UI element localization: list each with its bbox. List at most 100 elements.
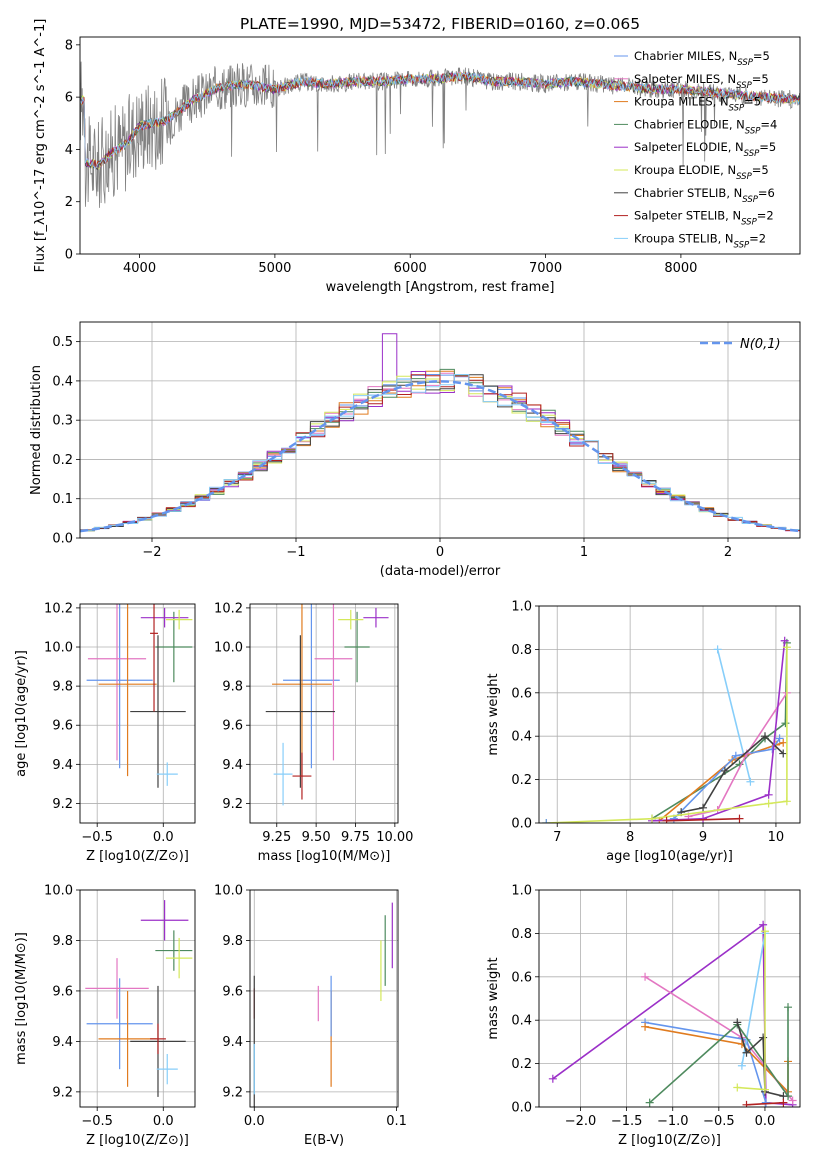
errorbar-point xyxy=(344,611,370,683)
x-tick-label: 2 xyxy=(724,545,732,560)
x-axis-label: E(B-V) xyxy=(304,1133,344,1148)
y-axis-label: mass weight xyxy=(486,673,501,755)
x-axis-label: Z [log10(Z/Z⊙)] xyxy=(86,849,189,864)
weight-marker xyxy=(760,1085,769,1094)
weight-marker xyxy=(746,777,755,786)
weight-marker xyxy=(759,920,768,929)
y-tick-label: 9.6 xyxy=(222,984,243,999)
y-tick-label: 0.0 xyxy=(511,817,532,832)
weight-marker xyxy=(779,749,788,758)
y-axis-label: age [log10(age/yr)] xyxy=(14,650,29,777)
x-tick-label: −1.5 xyxy=(611,1114,643,1129)
y-tick-label: 4 xyxy=(65,143,73,158)
y-tick-label: 0.8 xyxy=(511,927,532,942)
weight-marker xyxy=(768,745,777,754)
errorbar-point xyxy=(265,635,336,788)
y-tick-label: 10.0 xyxy=(214,884,243,899)
plot-area xyxy=(80,61,800,208)
weight-marker xyxy=(779,1098,788,1107)
x-tick-label: −0.5 xyxy=(81,1114,113,1129)
weight-series xyxy=(648,636,789,823)
x-tick-label: −1 xyxy=(286,545,305,560)
x-tick-label: 0.0 xyxy=(153,1114,174,1129)
weight-marker xyxy=(775,734,784,743)
y-axis-label: mass [log10(M/M⊙)] xyxy=(14,932,29,1065)
weight-marker xyxy=(720,766,729,775)
x-tick-label: 0.0 xyxy=(755,1114,776,1129)
weight-marker xyxy=(548,1074,557,1083)
weight-series xyxy=(641,1022,793,1096)
weight-series xyxy=(742,1098,788,1107)
y-tick-label: 0.5 xyxy=(52,335,73,350)
y-tick-label: 1.0 xyxy=(511,600,532,615)
axes-frame xyxy=(79,889,196,1108)
y-tick-label: 0.2 xyxy=(52,453,73,468)
y-tick-label: 0.3 xyxy=(52,414,73,429)
errorbar-point xyxy=(130,635,186,788)
plot-area xyxy=(80,333,800,533)
panel-residuals: −2 −1 0 1 2 0.0 0.1 0.2 0.3 0.4 0.5 (data-model)/er… xyxy=(29,321,801,579)
y-tick-label: 0 xyxy=(65,248,73,263)
errorbar-point xyxy=(87,604,147,761)
figure-title: PLATE=1990, MJD=53472, FIBERID=0160, z=0… xyxy=(240,15,640,33)
y-tick-label: 2 xyxy=(65,195,73,210)
y-axis-label: Normed distribution xyxy=(29,365,44,495)
weight-marker xyxy=(733,1083,742,1092)
weight-marker xyxy=(780,636,789,645)
errorbar-point xyxy=(292,752,312,800)
y-tick-label: 0.4 xyxy=(52,374,73,389)
spectrum-model-line xyxy=(80,71,800,169)
weight-marker xyxy=(648,814,657,823)
legend-label: Chabrier ELODIE, NSSP=4 xyxy=(634,117,777,136)
weight-marker xyxy=(784,1003,793,1012)
weight-series xyxy=(669,734,784,823)
y-tick-label: 9.4 xyxy=(222,758,243,773)
y-tick-label: 9.4 xyxy=(52,1035,73,1050)
panel-weight_vs_Z: −2.0 −1.5 −1.0 −0.5 0.0 0.0 0.2 0.4 0.6 0.8 1.0 Z [… xyxy=(486,884,801,1148)
axes-frame xyxy=(538,889,801,1108)
y-tick-label: 0.2 xyxy=(511,773,532,788)
y-tick-label: 1.0 xyxy=(511,884,532,899)
errorbar-point xyxy=(338,609,364,630)
panel-mass_vs_Z: −0.5 0.0 9.2 9.4 9.6 9.8 10.0 Z [log10(Z/Z⊙)] ma… xyxy=(14,884,196,1148)
y-tick-label: 9.2 xyxy=(222,1085,243,1100)
legend-label: Kroupa MILES, NSSP=5 xyxy=(634,95,761,114)
plot-area xyxy=(542,636,791,823)
x-tick-label: 7 xyxy=(553,830,561,845)
x-tick-label: 0.1 xyxy=(386,1114,407,1129)
x-axis-label: Z [log10(Z/Z⊙)] xyxy=(618,1133,721,1148)
weight-marker xyxy=(782,797,791,806)
panel-mass_vs_ebv: 0.0 0.1 9.2 9.4 9.6 9.8 10.0 E(B-V) xyxy=(214,884,407,1149)
axes-frame xyxy=(538,605,801,824)
weight-marker xyxy=(699,814,708,823)
weight-line xyxy=(644,1025,789,1094)
weight-line xyxy=(716,649,752,782)
legend-label: Salpeter MILES, NSSP=5 xyxy=(634,72,769,91)
weight-marker xyxy=(742,1048,751,1057)
errorbar-point xyxy=(363,607,389,628)
weight-line xyxy=(673,737,781,820)
x-tick-label: 9.25 xyxy=(262,830,291,845)
axes-frame xyxy=(79,603,196,824)
weight-marker xyxy=(760,927,769,936)
weight-line xyxy=(546,647,788,823)
y-tick-label: 9.2 xyxy=(52,797,73,812)
weight-line xyxy=(666,817,740,822)
y-tick-label: 9.2 xyxy=(52,1085,73,1100)
axes-frame xyxy=(249,889,399,1108)
y-axis-label: Flux [f_λ10^-17 erg cm^-2 s^-1 A^-1] xyxy=(33,19,48,273)
x-axis-label: Z [log10(Z/Z⊙)] xyxy=(86,1133,189,1148)
y-tick-label: 0.4 xyxy=(511,730,532,745)
errorbar-point xyxy=(283,604,340,769)
weight-marker xyxy=(641,1022,650,1031)
x-axis-label: wavelength [Angstrom, rest frame] xyxy=(326,280,555,295)
y-tick-label: 10.0 xyxy=(44,884,73,899)
y-tick-label: 0.6 xyxy=(511,686,532,701)
weight-series xyxy=(733,927,769,1094)
y-tick-label: 10.2 xyxy=(214,601,243,616)
weight-marker xyxy=(761,732,770,741)
y-tick-label: 0.4 xyxy=(511,1014,532,1029)
weight-series xyxy=(542,643,791,823)
y-tick-label: 0.0 xyxy=(52,532,73,547)
